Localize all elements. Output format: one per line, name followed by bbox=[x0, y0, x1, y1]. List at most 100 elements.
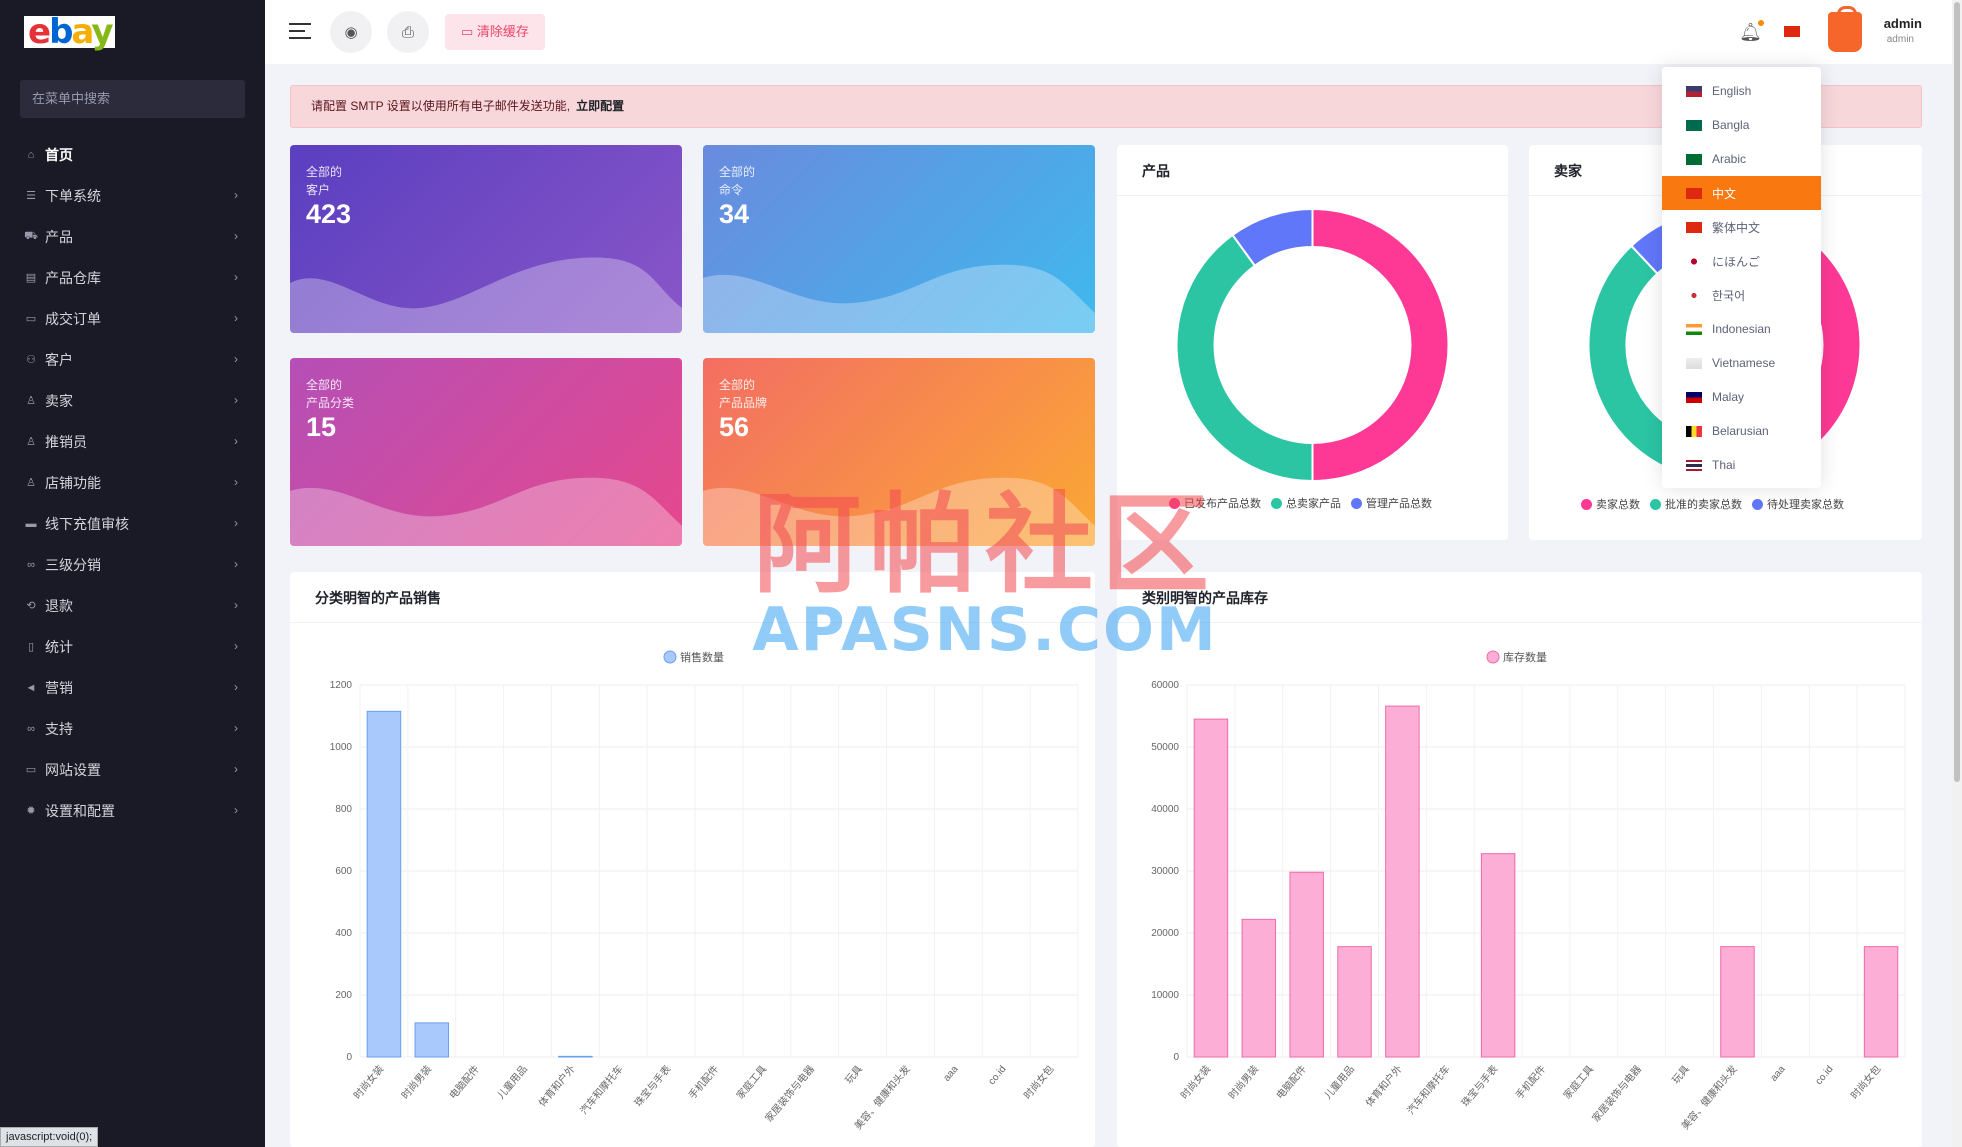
stat-card-brands[interactable]: 全部的 产品品牌 56 bbox=[703, 358, 1095, 546]
sidebar-item-13[interactable]: ◄ 营销 › bbox=[0, 667, 265, 708]
language-option[interactable]: Arabic bbox=[1662, 142, 1821, 176]
language-option[interactable]: Vietnamese bbox=[1662, 346, 1821, 380]
chevron-right-icon: › bbox=[234, 680, 238, 694]
chevron-right-icon: › bbox=[234, 721, 238, 735]
menu-toggle-icon[interactable] bbox=[289, 23, 311, 41]
user-icon: ♙ bbox=[26, 477, 36, 489]
monitor-icon: ▭ bbox=[25, 764, 37, 776]
printer-icon[interactable]: ⎙ bbox=[387, 11, 429, 53]
x-tick-label: 时尚女包 bbox=[1021, 1063, 1057, 1102]
bar[interactable] bbox=[1193, 718, 1229, 1058]
clear-cache-button[interactable]: ▭ 清除缓存 bbox=[445, 14, 545, 50]
avatar[interactable] bbox=[1828, 6, 1862, 52]
list-icon: ☰ bbox=[26, 190, 36, 202]
sidebar-item-1[interactable]: ☰ 下单系统 › bbox=[0, 175, 265, 216]
sidebar-item-11[interactable]: ⟲ 退款 › bbox=[0, 585, 265, 626]
bar[interactable] bbox=[1720, 946, 1755, 1058]
bar[interactable] bbox=[558, 1055, 593, 1058]
legend-item[interactable]: 卖家总数 bbox=[1581, 496, 1640, 512]
products-legend: 已发布产品总数 总卖家产品 管理产品总数 bbox=[1169, 495, 1442, 511]
chevron-right-icon: › bbox=[234, 475, 238, 489]
sidebar-item-2[interactable]: ⛟ 产品 › bbox=[0, 216, 265, 257]
donut-slice[interactable] bbox=[1311, 207, 1450, 483]
legend-item[interactable]: 总卖家产品 bbox=[1271, 495, 1341, 511]
y-tick-label: 20000 bbox=[1151, 928, 1179, 939]
sidebar-item-3[interactable]: ▤ 产品仓库 › bbox=[0, 257, 265, 298]
china-flag-icon[interactable] bbox=[1784, 26, 1800, 37]
refund-icon: ⟲ bbox=[26, 600, 36, 612]
stat-card-categories[interactable]: 全部的 产品分类 15 bbox=[290, 358, 682, 546]
legend-item[interactable]: 已发布产品总数 bbox=[1169, 495, 1261, 511]
legend-swatch[interactable] bbox=[663, 650, 677, 664]
bell-icon[interactable]: 🔔︎ bbox=[1739, 22, 1762, 42]
sidebar-item-7[interactable]: ♙ 推销员 › bbox=[0, 421, 265, 462]
sidebar-item-12[interactable]: ▯ 统计 › bbox=[0, 626, 265, 667]
sidebar-item-label: 统计 bbox=[45, 638, 73, 655]
flag-icon bbox=[1686, 289, 1702, 301]
sidebar-item-6[interactable]: ♙ 卖家 › bbox=[0, 380, 265, 421]
language-label: 中文 bbox=[1712, 186, 1737, 201]
x-tick-label: co.id bbox=[1813, 1064, 1835, 1087]
stock-bar-chart: 库存数量0100002000030000400005000060000时尚女装时… bbox=[1151, 650, 1906, 1132]
y-tick-label: 0 bbox=[1173, 1052, 1179, 1063]
legend-swatch[interactable] bbox=[1486, 650, 1500, 664]
users-icon: ⚇ bbox=[26, 354, 36, 366]
sidebar-item-0[interactable]: ⌂ 首页 bbox=[0, 134, 265, 175]
language-option[interactable]: Indonesian bbox=[1662, 312, 1821, 346]
language-option[interactable]: にほんご bbox=[1662, 244, 1821, 278]
chevron-right-icon: › bbox=[234, 598, 238, 612]
wave-decoration bbox=[703, 477, 1095, 546]
bar[interactable] bbox=[366, 710, 402, 1058]
donut-slice[interactable] bbox=[1231, 207, 1314, 268]
language-option[interactable]: Bangla bbox=[1662, 108, 1821, 142]
globe-icon[interactable]: ◉ bbox=[330, 11, 372, 53]
language-option[interactable]: Thai bbox=[1662, 448, 1821, 482]
bar[interactable] bbox=[1337, 946, 1372, 1058]
language-option[interactable]: 繁体中文 bbox=[1662, 210, 1821, 244]
donut-slice[interactable] bbox=[1175, 233, 1314, 483]
flag-icon bbox=[1686, 85, 1702, 97]
menu-search-input[interactable]: 在菜单中搜索 bbox=[20, 80, 245, 118]
language-label: Malay bbox=[1712, 390, 1745, 404]
sidebar-item-5[interactable]: ⚇ 客户 › bbox=[0, 339, 265, 380]
stat-card-orders[interactable]: 全部的 命令 34 bbox=[703, 145, 1095, 333]
language-option[interactable]: 中文 bbox=[1662, 176, 1821, 210]
notification-dot bbox=[1758, 20, 1764, 26]
bar[interactable] bbox=[1241, 918, 1277, 1058]
legend-item[interactable]: 待处理卖家总数 bbox=[1752, 496, 1844, 512]
language-option[interactable]: Malay bbox=[1662, 380, 1821, 414]
chevron-right-icon: › bbox=[234, 352, 238, 366]
x-tick-label: 汽车和摩托车 bbox=[577, 1063, 626, 1117]
y-tick-label: 40000 bbox=[1151, 804, 1179, 815]
bar[interactable] bbox=[1480, 853, 1516, 1058]
language-option[interactable]: 한국어 bbox=[1662, 278, 1821, 312]
bar[interactable] bbox=[1385, 705, 1420, 1058]
sidebar-item-10[interactable]: ∞ 三级分销 › bbox=[0, 544, 265, 585]
chevron-right-icon: › bbox=[234, 434, 238, 448]
bar[interactable] bbox=[1289, 871, 1324, 1058]
sidebar-item-8[interactable]: ♙ 店铺功能 › bbox=[0, 462, 265, 503]
configure-now-link[interactable]: 立即配置 bbox=[576, 99, 625, 113]
chevron-right-icon: › bbox=[234, 762, 238, 776]
sidebar-item-15[interactable]: ▭ 网站设置 › bbox=[0, 749, 265, 790]
link-icon: ∞ bbox=[27, 722, 35, 735]
sidebar-item-label: 下单系统 bbox=[45, 187, 101, 204]
language-option[interactable]: English bbox=[1662, 74, 1821, 108]
stat-card-customers[interactable]: 全部的 客户 423 bbox=[290, 145, 682, 333]
sidebar-item-9[interactable]: ▬ 线下充值审核 › bbox=[0, 503, 265, 544]
language-label: Arabic bbox=[1712, 152, 1747, 166]
sidebar-item-4[interactable]: ▭ 成交订单 › bbox=[0, 298, 265, 339]
donut-slice[interactable] bbox=[1587, 244, 1726, 483]
flag-icon bbox=[1686, 187, 1702, 199]
ebay-logo[interactable]: ebay bbox=[24, 15, 116, 49]
legend-item[interactable]: 批准的卖家总数 bbox=[1650, 496, 1742, 512]
language-option[interactable]: Belarusian bbox=[1662, 414, 1821, 448]
bar[interactable] bbox=[1863, 946, 1899, 1058]
legend-item[interactable]: 管理产品总数 bbox=[1351, 495, 1432, 511]
sidebar-item-label: 首页 bbox=[45, 146, 73, 163]
sidebar-item-16[interactable]: ✹ 设置和配置 › bbox=[0, 790, 265, 831]
sidebar-item-14[interactable]: ∞ 支持 › bbox=[0, 708, 265, 749]
x-tick-label: 玩具 bbox=[1670, 1063, 1692, 1086]
bar[interactable] bbox=[414, 1022, 450, 1058]
page-scrollbar[interactable] bbox=[1952, 0, 1962, 1147]
